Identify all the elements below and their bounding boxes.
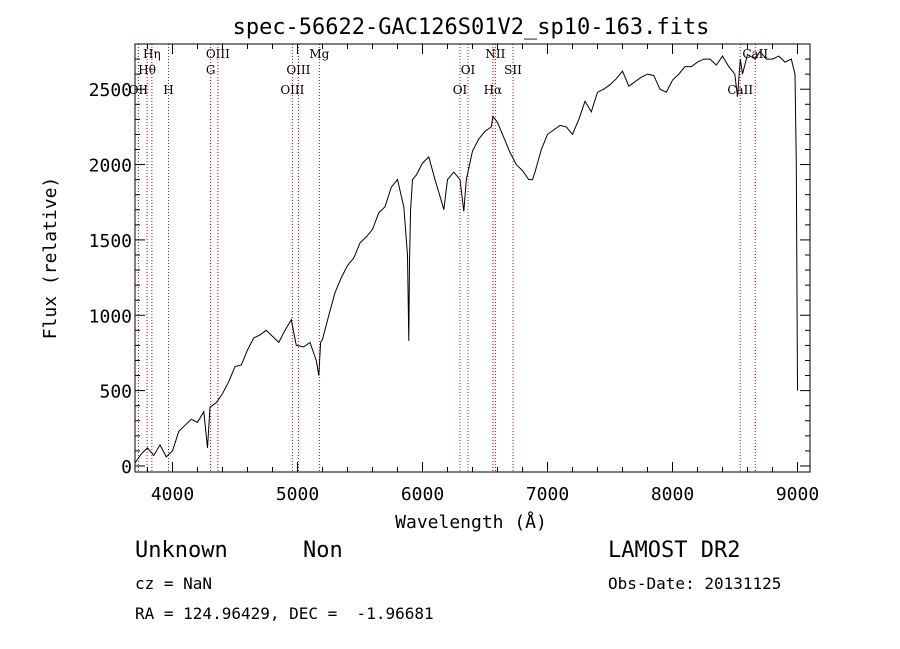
y-tick-label: 1500 — [89, 231, 132, 252]
x-tick-label: 7000 — [526, 484, 569, 505]
survey-name: LAMOST DR2 — [608, 538, 741, 563]
y-tick-label: 2500 — [89, 80, 132, 101]
line-label-5: G — [206, 63, 216, 77]
ra-dec: RA = 124.96429, DEC = -1.96681 — [135, 604, 434, 623]
redshift-cz: cz = NaN — [135, 574, 213, 593]
object-subclass: Non — [303, 538, 343, 563]
x-tick-label: 8000 — [651, 484, 694, 505]
line-label-7: OIII — [280, 83, 304, 97]
line-label-10: OI — [453, 83, 468, 97]
line-label-0: Hη — [143, 47, 161, 61]
line-label-1: Hθ — [138, 63, 156, 77]
y-tick-label: 500 — [99, 382, 132, 403]
y-tick-label: 1000 — [89, 306, 132, 327]
plot-frame — [134, 43, 811, 473]
y-tick-label: 0 — [121, 457, 132, 478]
x-tick-label: 4000 — [151, 484, 194, 505]
spectrum-line — [134, 50, 798, 464]
chart-title: spec-56622-GAC126S01V2_sp10-163.fits — [233, 15, 710, 40]
line-label-12: Hα — [484, 83, 503, 97]
object-class: Unknown — [135, 538, 228, 563]
line-label-2: OII — [129, 83, 149, 97]
line-label-15: CaII — [742, 47, 768, 61]
spectrum — [134, 50, 798, 464]
line-label-8: Mg — [309, 47, 329, 61]
line-label-14: CaII — [727, 83, 753, 97]
line-label-13: SII — [504, 63, 522, 77]
line-label-4: OIII — [206, 47, 230, 61]
line-label-11: NII — [485, 47, 505, 61]
x-tick-label: 5000 — [276, 484, 319, 505]
observation-date: Obs-Date: 20131125 — [608, 574, 782, 593]
x-axis-label: Wavelength (Å) — [395, 511, 547, 533]
x-tick-label: 9000 — [776, 484, 819, 505]
x-tick-label: 6000 — [401, 484, 444, 505]
y-axis-label: Flux (relative) — [40, 177, 61, 340]
line-label-3: H — [163, 83, 173, 97]
y-tick-label: 2000 — [89, 156, 132, 177]
line-label-9: OI — [461, 63, 476, 77]
axis-ticks: 4000 5000 6000 7000 8000 9000 0 500 1000 1500 2000… — [89, 44, 819, 505]
line-label-6: OIII — [286, 63, 310, 77]
